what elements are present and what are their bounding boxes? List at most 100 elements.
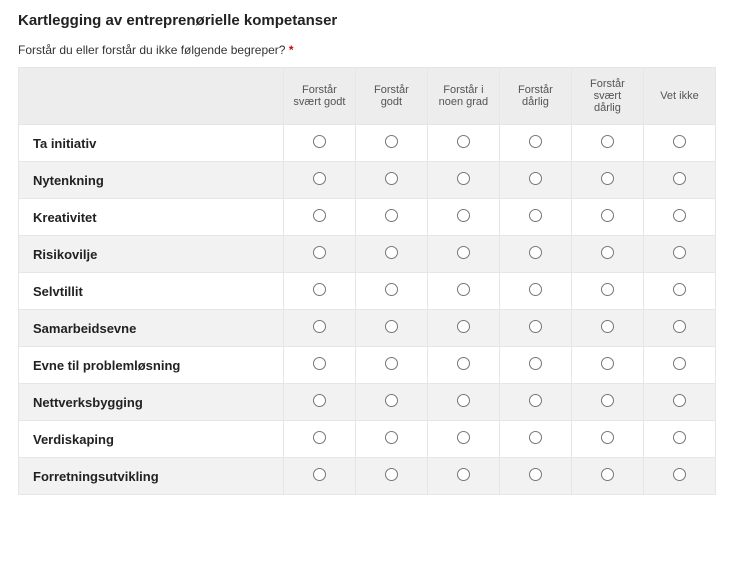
row-label: Forretningsutvikling <box>19 458 284 495</box>
option-radio[interactable] <box>529 357 542 370</box>
option-radio[interactable] <box>313 431 326 444</box>
option-radio[interactable] <box>529 320 542 333</box>
col-header: Vet ikke <box>643 68 715 125</box>
option-radio[interactable] <box>313 246 326 259</box>
option-radio[interactable] <box>601 431 614 444</box>
matrix-table: Forstår svært godt Forstår godt Forstår … <box>18 67 716 495</box>
option-radio[interactable] <box>313 468 326 481</box>
option-radio[interactable] <box>385 431 398 444</box>
option-cell <box>283 384 355 421</box>
col-header: Forstår svært godt <box>283 68 355 125</box>
table-row: Forretningsutvikling <box>19 458 716 495</box>
row-label: Evne til problemløsning <box>19 347 284 384</box>
option-radio[interactable] <box>529 283 542 296</box>
option-radio[interactable] <box>673 357 686 370</box>
option-cell <box>283 347 355 384</box>
option-radio[interactable] <box>529 172 542 185</box>
option-cell <box>355 458 427 495</box>
option-radio[interactable] <box>313 172 326 185</box>
option-cell <box>355 236 427 273</box>
option-cell <box>283 421 355 458</box>
option-radio[interactable] <box>385 468 398 481</box>
option-radio[interactable] <box>673 468 686 481</box>
option-radio[interactable] <box>457 209 470 222</box>
option-radio[interactable] <box>529 431 542 444</box>
option-radio[interactable] <box>385 320 398 333</box>
table-row: Samarbeidsevne <box>19 310 716 347</box>
option-radio[interactable] <box>673 209 686 222</box>
option-radio[interactable] <box>529 468 542 481</box>
option-radio[interactable] <box>529 209 542 222</box>
option-radio[interactable] <box>673 283 686 296</box>
option-cell <box>499 273 571 310</box>
option-cell <box>571 162 643 199</box>
option-radio[interactable] <box>457 172 470 185</box>
table-row: Selvtillit <box>19 273 716 310</box>
option-cell <box>283 125 355 162</box>
table-row: Kreativitet <box>19 199 716 236</box>
option-radio[interactable] <box>673 394 686 407</box>
option-cell <box>571 421 643 458</box>
option-radio[interactable] <box>601 135 614 148</box>
option-radio[interactable] <box>529 394 542 407</box>
option-radio[interactable] <box>313 394 326 407</box>
option-cell <box>427 273 499 310</box>
option-cell <box>283 236 355 273</box>
option-radio[interactable] <box>529 135 542 148</box>
option-radio[interactable] <box>673 172 686 185</box>
option-radio[interactable] <box>457 357 470 370</box>
option-cell <box>283 199 355 236</box>
option-radio[interactable] <box>601 246 614 259</box>
option-radio[interactable] <box>457 320 470 333</box>
option-radio[interactable] <box>601 468 614 481</box>
option-radio[interactable] <box>457 246 470 259</box>
option-radio[interactable] <box>601 283 614 296</box>
option-radio[interactable] <box>601 320 614 333</box>
option-radio[interactable] <box>457 135 470 148</box>
option-cell <box>499 236 571 273</box>
option-cell <box>427 199 499 236</box>
option-radio[interactable] <box>313 357 326 370</box>
option-radio[interactable] <box>601 209 614 222</box>
option-cell <box>355 384 427 421</box>
page-title: Kartlegging av entreprenørielle kompetan… <box>18 12 716 29</box>
option-cell <box>571 347 643 384</box>
option-radio[interactable] <box>673 320 686 333</box>
option-radio[interactable] <box>457 394 470 407</box>
option-cell <box>427 236 499 273</box>
option-radio[interactable] <box>457 431 470 444</box>
option-cell <box>571 273 643 310</box>
option-cell <box>427 310 499 347</box>
option-radio[interactable] <box>673 135 686 148</box>
option-cell <box>355 125 427 162</box>
option-cell <box>355 347 427 384</box>
option-radio[interactable] <box>457 283 470 296</box>
option-cell <box>571 310 643 347</box>
option-radio[interactable] <box>673 246 686 259</box>
option-radio[interactable] <box>385 283 398 296</box>
option-radio[interactable] <box>457 468 470 481</box>
option-radio[interactable] <box>313 320 326 333</box>
option-radio[interactable] <box>601 357 614 370</box>
option-radio[interactable] <box>601 172 614 185</box>
option-cell <box>499 347 571 384</box>
option-cell <box>283 273 355 310</box>
option-radio[interactable] <box>313 135 326 148</box>
option-radio[interactable] <box>385 394 398 407</box>
option-radio[interactable] <box>385 357 398 370</box>
table-row: Risikovilje <box>19 236 716 273</box>
option-cell <box>283 458 355 495</box>
row-label: Nytenkning <box>19 162 284 199</box>
option-cell <box>643 125 715 162</box>
option-cell <box>571 458 643 495</box>
option-radio[interactable] <box>529 246 542 259</box>
option-radio[interactable] <box>313 283 326 296</box>
option-radio[interactable] <box>385 246 398 259</box>
option-radio[interactable] <box>385 172 398 185</box>
option-cell <box>643 384 715 421</box>
option-radio[interactable] <box>673 431 686 444</box>
option-radio[interactable] <box>601 394 614 407</box>
option-radio[interactable] <box>313 209 326 222</box>
option-radio[interactable] <box>385 209 398 222</box>
option-radio[interactable] <box>385 135 398 148</box>
